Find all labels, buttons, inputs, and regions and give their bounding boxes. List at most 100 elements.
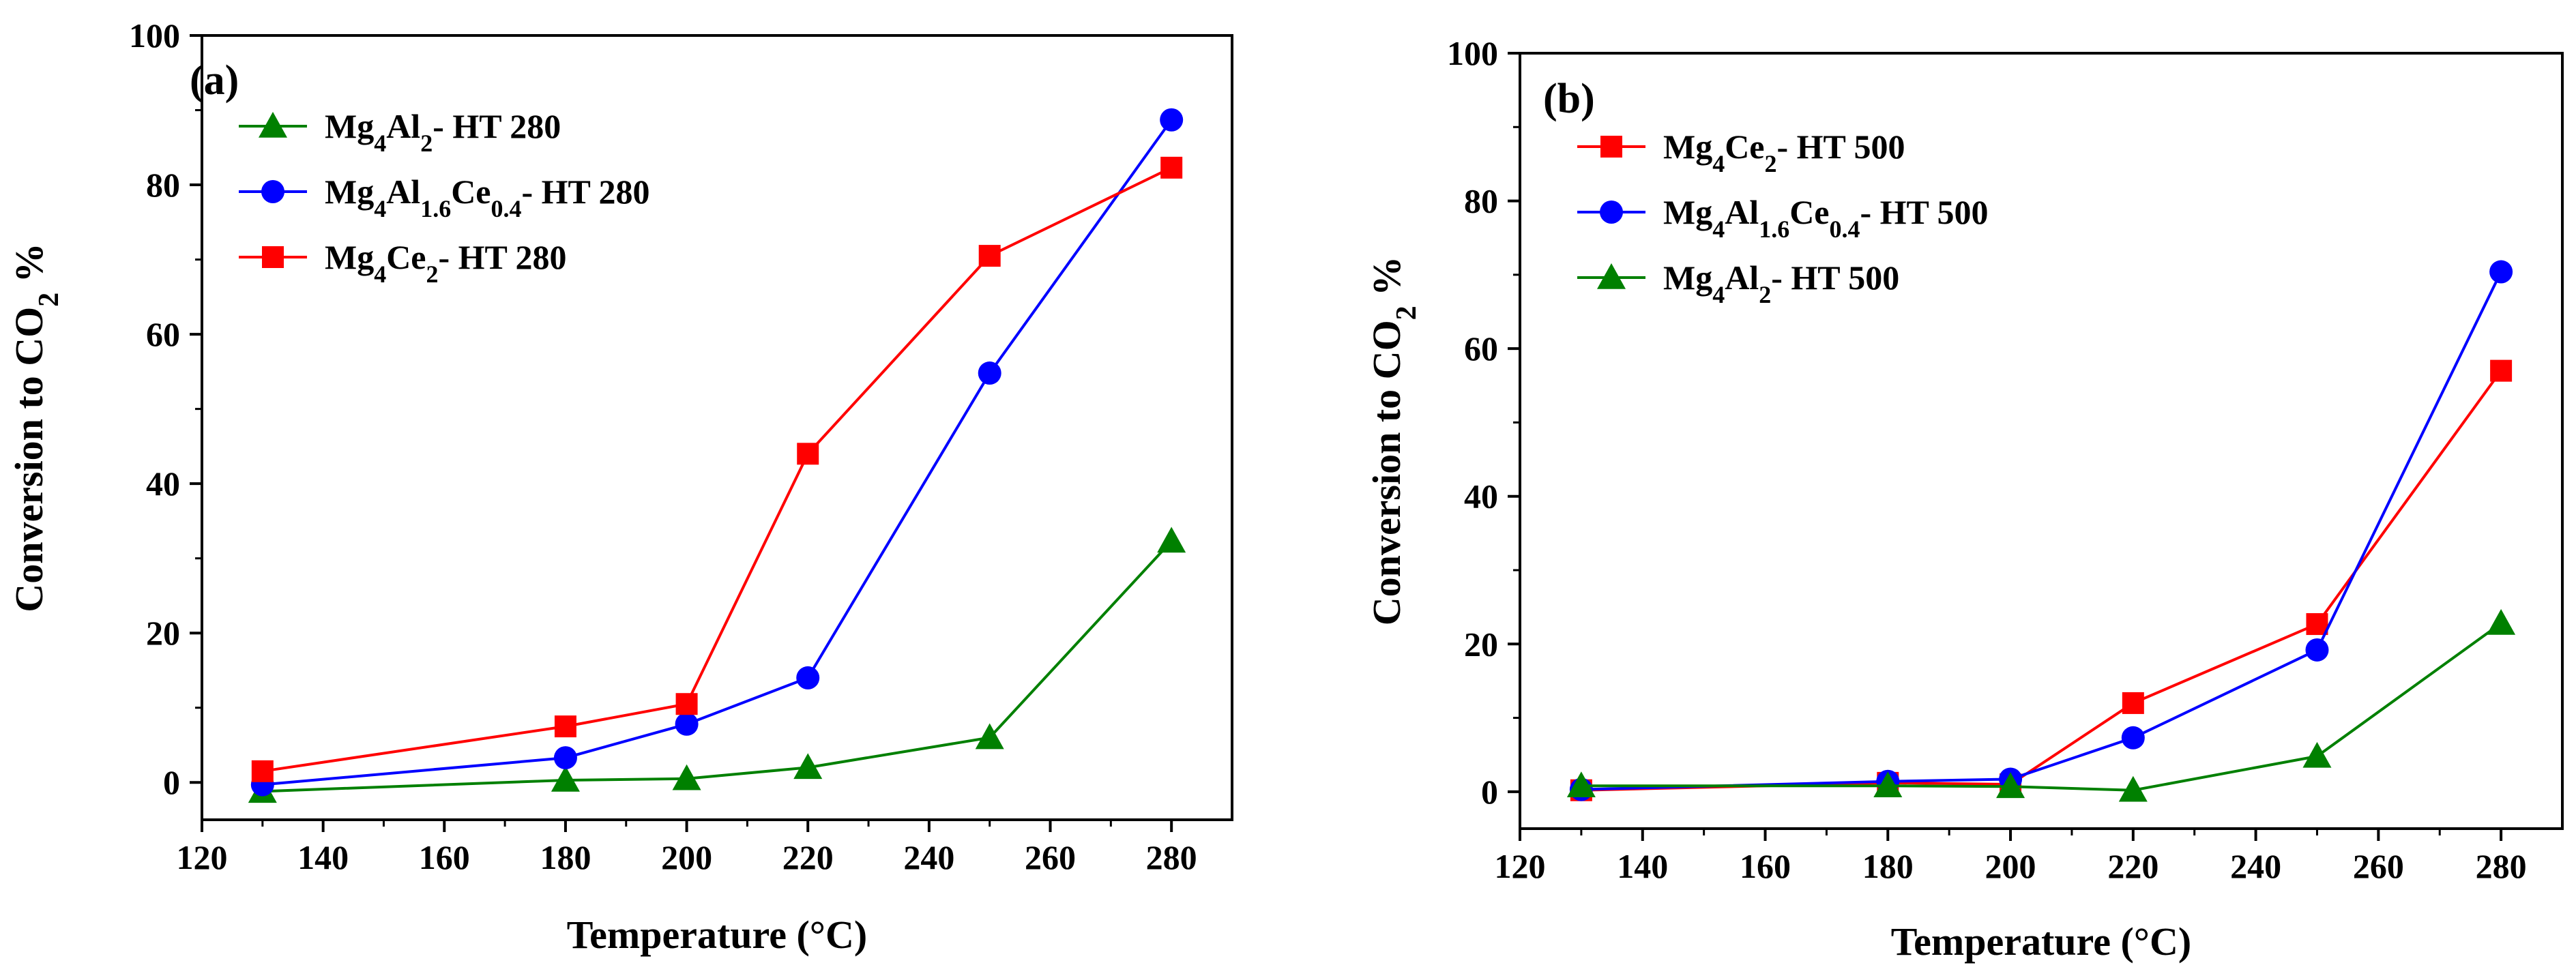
data-point: [1566, 771, 1596, 797]
data-point: [672, 764, 701, 790]
legend-text-part: Ce: [1725, 128, 1764, 166]
data-point: [551, 765, 580, 792]
data-point: [1157, 527, 1186, 553]
panel-label: (a): [190, 57, 239, 104]
x-tick-label: 280: [2476, 847, 2527, 885]
legend-subscript: 4: [1712, 281, 1725, 308]
series-line: [262, 119, 1173, 786]
legend-text-part: Ce: [451, 173, 491, 211]
x-tick-label: 160: [419, 838, 470, 876]
legend-text-part: Mg: [1663, 128, 1712, 166]
legend-text-part: Mg: [1663, 258, 1712, 297]
data-point: [1160, 108, 1184, 132]
legend-text-part: - HT 500: [1771, 258, 1899, 297]
series-line: [262, 166, 1173, 773]
y-tick-label: 80: [146, 166, 180, 204]
plot-frame: [201, 34, 1233, 821]
x-tick-label: 120: [177, 838, 228, 876]
legend-label: Mg4Ce2- HT 500: [1663, 128, 1905, 177]
y-axis-label-text: Conversion to CO: [7, 307, 51, 612]
x-tick-label: 120: [1495, 847, 1546, 885]
legend-text-part: Al: [1725, 258, 1759, 297]
x-tick-label: 260: [2353, 847, 2404, 885]
legend-subscript: 4: [374, 195, 386, 222]
legend-entry: Mg4Ce2- HT 500: [1577, 128, 1905, 177]
data-point: [553, 746, 577, 770]
legend-subscript: 2: [426, 261, 439, 288]
legend-marker: [261, 180, 284, 203]
legend-subscript: 1.6: [1759, 216, 1789, 243]
legend-entry: Mg4Al2- HT 280: [239, 107, 561, 157]
data-point: [1873, 771, 1903, 797]
legend-text-part: - HT 500: [1777, 128, 1905, 166]
legend-marker: [262, 246, 284, 268]
data-point: [675, 693, 698, 715]
data-point: [978, 245, 1001, 267]
x-tick-label: 180: [540, 838, 591, 876]
legend-subscript: 4: [1712, 216, 1725, 243]
legend-text-part: - HT 280: [439, 238, 567, 276]
y-tick-label: 100: [129, 16, 180, 55]
y-axis-label-subscript: 2: [1391, 306, 1422, 320]
y-axis-label: Conversion to CO2 %: [7, 243, 65, 612]
legend-label: Mg4Al1.6Ce0.4- HT 280: [325, 173, 650, 222]
legend-entry: Mg4Al1.6Ce0.4- HT 500: [1577, 193, 1989, 243]
data-point: [2121, 726, 2145, 750]
y-tick-label: 0: [1481, 773, 1498, 811]
series-line: [1581, 370, 2502, 792]
y-tick-label: 100: [1447, 34, 1498, 72]
data-point: [2490, 359, 2513, 382]
legend-marker: [1600, 201, 1623, 224]
data-point: [2306, 613, 2328, 636]
data-point: [2118, 775, 2148, 802]
legend-text-part: Mg: [325, 238, 374, 276]
legend-text-part: Mg: [1663, 193, 1712, 231]
y-tick-label: 80: [1464, 182, 1498, 220]
y-tick-label: 60: [1464, 329, 1498, 368]
data-point: [1160, 156, 1183, 179]
x-tick-label: 280: [1146, 838, 1197, 876]
x-tick-label: 180: [1862, 847, 1914, 885]
y-tick-label: 40: [146, 464, 180, 503]
legend-subscript: 4: [374, 130, 386, 157]
legend-subscript: 0.4: [1830, 216, 1860, 243]
series-line: [262, 540, 1173, 793]
data-point: [2487, 608, 2516, 635]
series-triangle: [248, 527, 1186, 803]
legend-entry: Mg4Al1.6Ce0.4- HT 280: [239, 173, 650, 222]
legend-text-part: - HT 280: [433, 107, 561, 145]
legend-subscript: 2: [1765, 150, 1777, 177]
legend-text-part: Ce: [386, 238, 426, 276]
x-tick-label: 240: [2230, 847, 2281, 885]
panel-b: 120 140 160 180 200 220 240 260 280 0 20 40 60 80 100 T…: [1364, 34, 2564, 964]
y-tick-label: 20: [146, 614, 180, 652]
legend-subscript: 4: [374, 261, 386, 288]
legend-marker: [259, 112, 287, 138]
plot-frame: [1519, 52, 2564, 830]
legend-text-part: Ce: [1789, 193, 1829, 231]
data-point: [793, 753, 823, 780]
legend-text-part: - HT 500: [1860, 193, 1989, 231]
data-point: [1996, 772, 2025, 799]
legend-text-part: Al: [386, 107, 420, 145]
legend-text-part: Al: [1725, 193, 1759, 231]
series-circle: [250, 108, 1184, 797]
data-point: [2302, 741, 2332, 768]
data-point: [975, 723, 1004, 750]
series-circle: [1569, 260, 2513, 801]
legend-entry: Mg4Ce2- HT 280: [239, 238, 567, 288]
legend-entry: Mg4Al2- HT 500: [1577, 258, 1899, 308]
legend-label: Mg4Ce2- HT 280: [325, 238, 567, 288]
x-tick-label: 140: [297, 838, 349, 876]
x-tick-label: 240: [903, 838, 954, 876]
y-axis-label-subscript: 2: [33, 293, 65, 307]
legend-label: Mg4Al1.6Ce0.4- HT 500: [1663, 193, 1989, 243]
x-tick-label: 140: [1617, 847, 1668, 885]
y-axis-label-unit: %: [1364, 256, 1409, 306]
data-point: [675, 712, 699, 736]
series-triangle: [1566, 608, 2516, 802]
y-axis-label: Conversion to CO2 %: [1364, 256, 1422, 625]
data-point: [978, 361, 1001, 385]
x-axis-label: Temperature (°C): [1891, 919, 2191, 964]
